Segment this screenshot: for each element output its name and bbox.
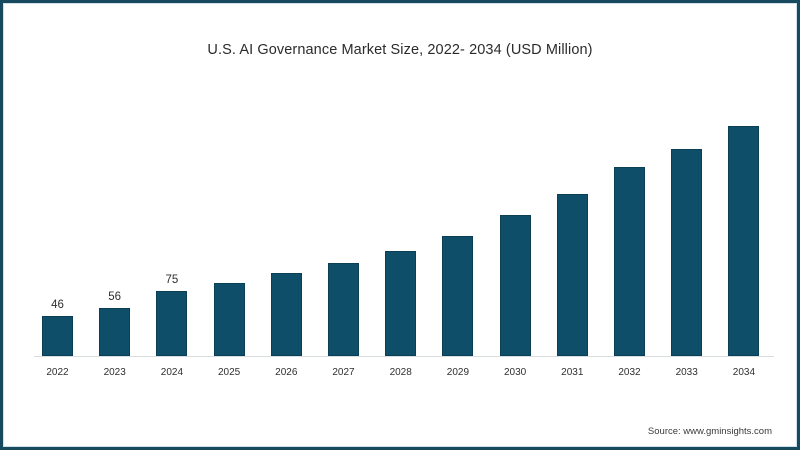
x-axis-line [34, 356, 774, 357]
bar-2025[interactable] [213, 283, 245, 356]
plot-area: U.S. AI Governance Market Size, 2022- 20… [8, 8, 792, 442]
x-tick-label-2025: 2025 [217, 367, 241, 378]
x-tick-label-2029: 2029 [446, 367, 470, 378]
x-tick-label-2026: 2026 [275, 367, 298, 378]
bar-group[interactable]: 2029 [442, 236, 474, 378]
bar-2029[interactable] [442, 236, 474, 356]
bar-group[interactable]: 2030 [499, 215, 531, 378]
bar-2027[interactable] [328, 263, 359, 356]
bar-value-label: 75 [165, 274, 179, 286]
bar-group[interactable]: 75 2024 [156, 274, 188, 378]
bar-2028[interactable] [385, 251, 417, 356]
bar-group[interactable]: 2034 [728, 126, 760, 378]
bar-2032[interactable] [614, 167, 645, 356]
bar-2022[interactable] [42, 316, 73, 356]
x-tick-label-2031: 2031 [561, 367, 584, 378]
x-tick-label-2033: 2033 [675, 367, 698, 378]
bar-value-label: 46 [51, 299, 64, 311]
bar-2024[interactable] [156, 291, 188, 356]
x-tick-label-2023: 2023 [103, 367, 126, 378]
bar-2031[interactable] [556, 194, 588, 356]
bar-group[interactable]: 2028 [385, 251, 417, 378]
x-tick-label-2028: 2028 [389, 367, 412, 378]
bar-series-layer: 46 2022 56 2023 75 2024 2025 2026 2027 2028 2029 20… [8, 8, 792, 442]
bar-2034[interactable] [728, 126, 760, 356]
x-tick-label-2027: 2027 [332, 367, 355, 378]
bar-2026[interactable] [270, 273, 302, 356]
bar-2033[interactable] [671, 149, 703, 356]
chart-title: U.S. AI Governance Market Size, 2022- 20… [207, 42, 593, 58]
bar-2023[interactable] [99, 308, 131, 356]
bar-group[interactable]: 2027 [328, 263, 359, 378]
bar-2030[interactable] [499, 215, 531, 356]
bar-group[interactable]: 2033 [671, 149, 703, 378]
bar-group[interactable]: 2026 [270, 273, 302, 378]
bar-group[interactable]: 2032 [614, 167, 645, 378]
source-attribution: Source: www.gminsights.com [647, 426, 772, 437]
x-tick-label-2022: 2022 [46, 367, 69, 378]
bar-group[interactable]: 2031 [556, 194, 588, 378]
bar-value-label: 56 [108, 291, 122, 303]
x-tick-label-2032: 2032 [618, 367, 641, 378]
x-tick-label-2034: 2034 [732, 367, 756, 378]
x-tick-label-2024: 2024 [160, 367, 184, 378]
bar-group[interactable]: 56 2023 [99, 291, 131, 378]
bar-group[interactable]: 46 2022 [42, 299, 73, 378]
bar-group[interactable]: 2025 [213, 283, 245, 378]
x-tick-label-2030: 2030 [503, 367, 527, 378]
